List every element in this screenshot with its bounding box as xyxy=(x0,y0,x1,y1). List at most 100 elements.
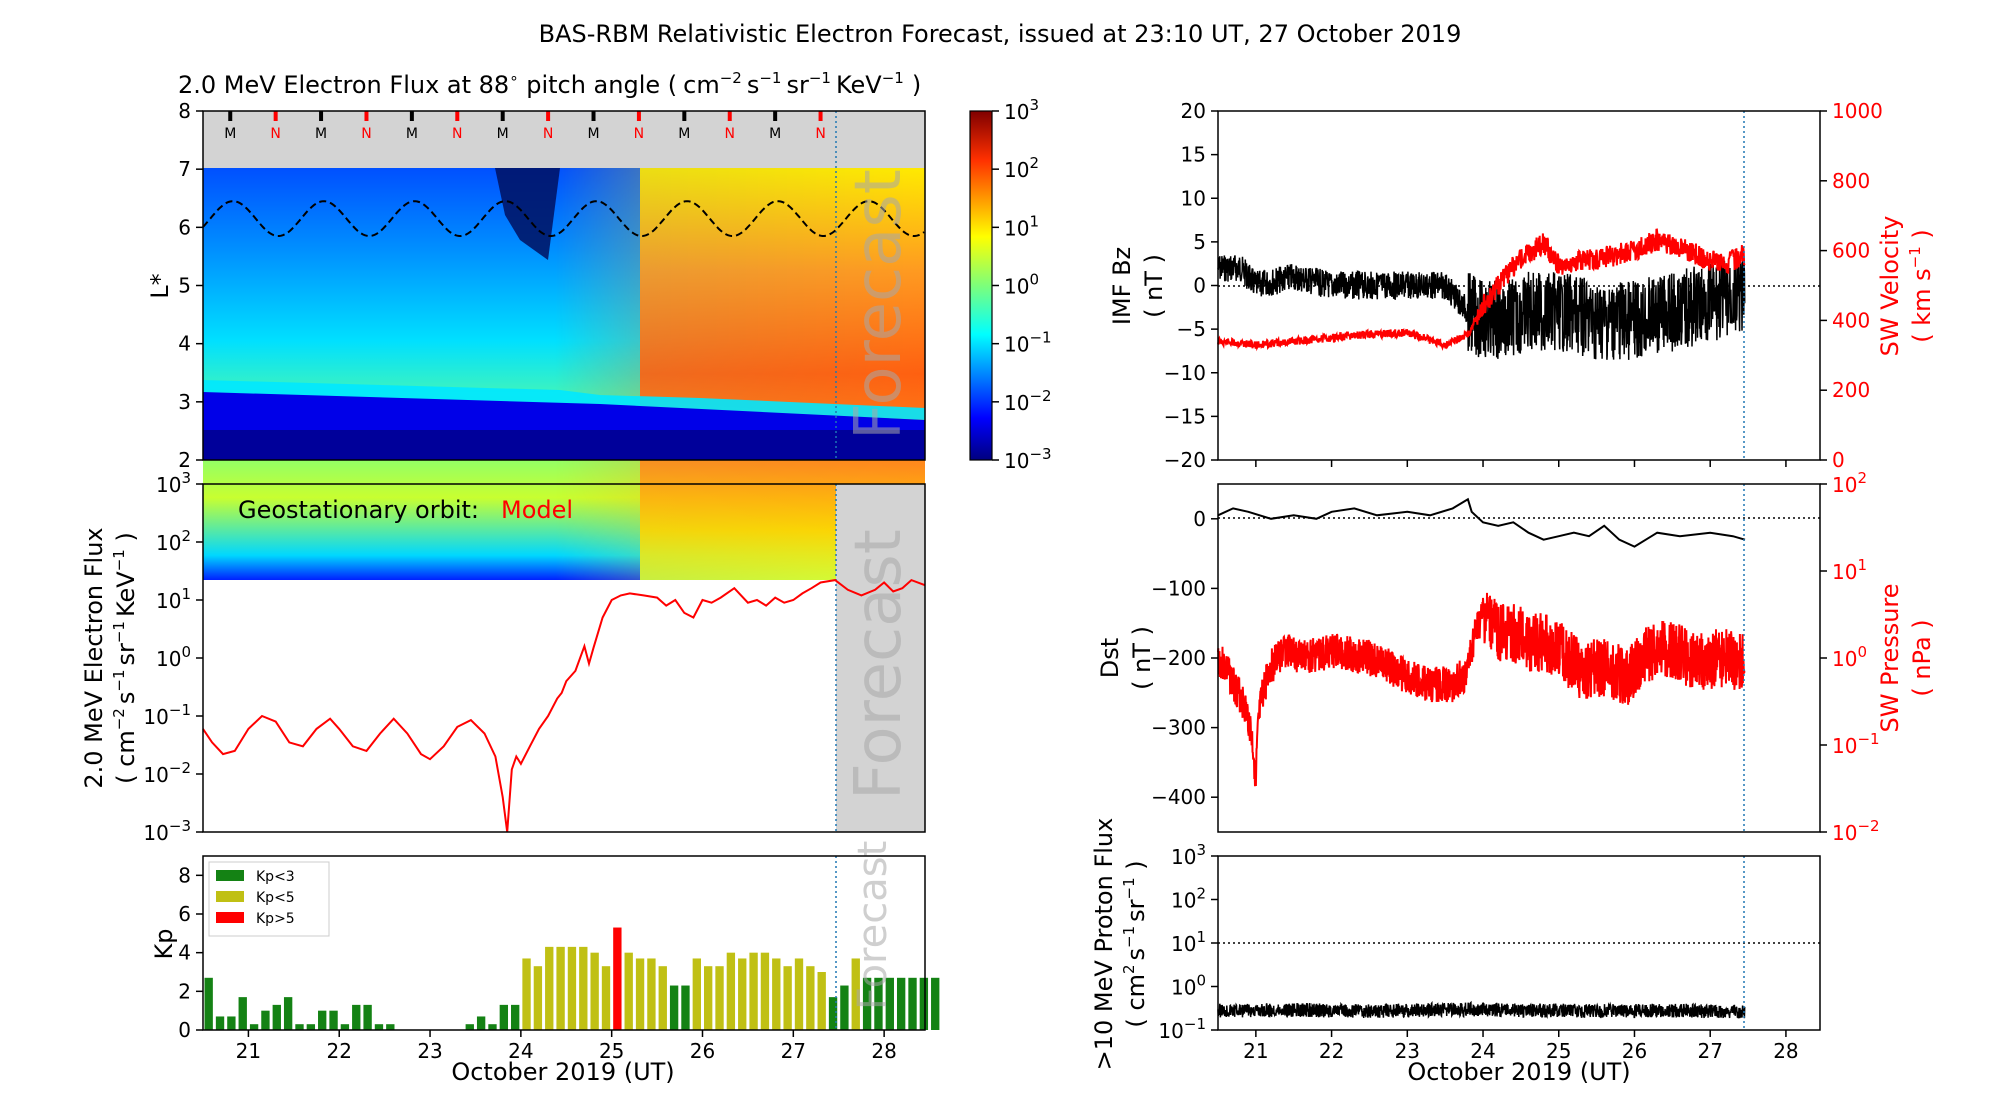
cbar-tick-label-5-exp: −2 xyxy=(1029,387,1051,405)
geo-ytick-label-2-base: 10 xyxy=(143,705,168,729)
swv-open: ( xyxy=(1908,326,1936,343)
kp-bar xyxy=(329,1010,338,1030)
kp-ytick-label-0: 0 xyxy=(178,1018,191,1042)
kp-bar xyxy=(806,966,815,1030)
kp-bar xyxy=(272,1004,281,1030)
kp-x-label-23: 23 xyxy=(417,1039,442,1063)
sw-vel-ylabel-2: ( km s−1 ) xyxy=(1906,229,1936,343)
imf-ytick-label: 0 xyxy=(1193,274,1206,298)
flux-map-inner-core xyxy=(203,430,925,460)
geo-ytick-label-0-base: 10 xyxy=(143,821,168,845)
proton-ylabel-1: >10 MeV Proton Flux xyxy=(1090,818,1118,1071)
g2-cm: cm xyxy=(112,730,140,767)
kp-bar xyxy=(295,1024,304,1030)
kp-bar xyxy=(499,1004,509,1030)
flux-ylabel-2: 2 xyxy=(178,448,191,472)
geo-ytick-label-6: 103 xyxy=(156,469,191,497)
geo-ytick-label-5-exp: 2 xyxy=(181,527,191,545)
dst-ytick-label: −100 xyxy=(1151,576,1206,600)
proton-ytick-label-2-exp: 1 xyxy=(1196,928,1206,946)
kp-bar xyxy=(238,997,247,1030)
t-s: s xyxy=(747,71,760,99)
kp-bar xyxy=(862,977,872,1030)
orbit-marker-label: N xyxy=(270,126,280,142)
kp-bar xyxy=(840,985,849,1030)
sw-ytick-label: 200 xyxy=(1832,378,1870,402)
kp-legend: Kp<3 Kp<5 Kp>5 xyxy=(208,861,330,937)
cbar-tick-label-2: 101 xyxy=(1004,212,1039,240)
swp-ytick-label-0-base: 10 xyxy=(1832,821,1857,845)
kp-legend-swatch-high xyxy=(216,912,244,923)
sw-ytick-label: 1000 xyxy=(1832,99,1883,123)
flux-map-title: 2.0 MeV Electron Flux at 88∘ pitch angle… xyxy=(178,69,921,99)
cbar-tick-label-1: 102 xyxy=(1004,154,1039,182)
kp-legend-high: Kp>5 xyxy=(256,911,295,927)
swp-ytick-label-1: 10−1 xyxy=(1832,730,1880,758)
geo-ytick-label-4: 101 xyxy=(156,585,191,613)
flux-map-grey-band xyxy=(203,111,925,169)
kp-bar xyxy=(851,958,860,1030)
kp-bar xyxy=(352,1004,361,1030)
kp-bar xyxy=(817,972,826,1030)
dst-line xyxy=(1217,497,1746,548)
cbar-tick-label-1-exp: 2 xyxy=(1029,154,1039,172)
orbit-marker-label: N xyxy=(815,126,825,142)
kp-bar xyxy=(738,958,747,1030)
swp-ytick-label-1-base: 10 xyxy=(1832,734,1857,758)
swp-ytick-label-2-exp: 0 xyxy=(1857,643,1867,661)
kp-x-label-24: 24 xyxy=(508,1039,533,1063)
proton-ytick-label-1: 100 xyxy=(1171,972,1206,1000)
geo-ytick-label-3-exp: 0 xyxy=(181,643,191,661)
kp-bar xyxy=(703,966,713,1030)
kp-bar xyxy=(204,977,213,1030)
g2-sr: sr xyxy=(112,643,140,666)
geo-ytick-label-5-base: 10 xyxy=(156,531,181,555)
kp-bar xyxy=(681,985,690,1030)
proton-x-label-27: 27 xyxy=(1697,1039,1722,1063)
geo-ytick-label-0-exp: −3 xyxy=(169,817,191,835)
swp-ytick-label-4-base: 10 xyxy=(1832,473,1857,497)
geo-ytick-label-5: 102 xyxy=(156,527,191,555)
kp-bar xyxy=(567,946,577,1030)
geo-ylabel-line1: 2.0 MeV Electron Flux xyxy=(80,527,108,788)
geo-ytick-label-4-base: 10 xyxy=(156,589,181,613)
kp-bar xyxy=(613,927,622,1030)
swp-ylabel-2: ( nPa ) xyxy=(1908,619,1936,696)
kp-ytick-label-8: 8 xyxy=(178,863,191,887)
imf-ytick-label: 15 xyxy=(1181,143,1206,167)
flux-map-dashed-L-line xyxy=(202,200,925,237)
cbar-tick-label-1-base: 10 xyxy=(1004,158,1029,182)
geo-ytick-label-3: 100 xyxy=(156,643,191,671)
flux-map-forecast-label: Forecast xyxy=(842,169,916,440)
orbit-marker-label: N xyxy=(543,126,553,142)
kp-bar xyxy=(386,1024,395,1030)
kp-x-label-21: 21 xyxy=(236,1039,261,1063)
orbit-marker-label: N xyxy=(361,126,371,142)
orbit-marker-label: M xyxy=(224,126,236,142)
kp-bar xyxy=(306,1024,316,1030)
flux-map-title-pitch: pitch angle ( xyxy=(519,71,678,99)
kp-bar xyxy=(522,958,531,1030)
geo-ytick-label-2: 10−1 xyxy=(143,701,191,729)
kp-bar xyxy=(896,977,906,1030)
sw-velocity-line xyxy=(1217,228,1746,352)
g2-cm-exp: −2 xyxy=(110,708,128,730)
swp-ytick-label-4: 102 xyxy=(1832,469,1867,497)
figure-title: BAS-RBM Relativistic Electron Forecast, … xyxy=(539,20,1462,48)
cbar-tick-label-6-exp: −3 xyxy=(1029,445,1051,463)
sw-ytick-label: 600 xyxy=(1832,239,1870,263)
kp-ylabel: Kp xyxy=(150,929,178,960)
imf-panel: −20 −15 −10 −5 0 5 10 15 20 0 200 400 600 800 1000 IM… xyxy=(1108,99,1936,472)
kp-bar xyxy=(511,1004,520,1030)
t-sr: sr xyxy=(786,71,809,99)
dst-ytick-label: 0 xyxy=(1193,507,1206,531)
kp-bar xyxy=(545,946,554,1030)
cbar-tick-label-4-exp: −1 xyxy=(1029,329,1051,347)
proton-x-label-26: 26 xyxy=(1622,1039,1647,1063)
t-close: ) xyxy=(912,71,921,99)
t-kev: KeV xyxy=(836,71,882,99)
swp-ytick-label-0: 10−2 xyxy=(1832,817,1880,845)
